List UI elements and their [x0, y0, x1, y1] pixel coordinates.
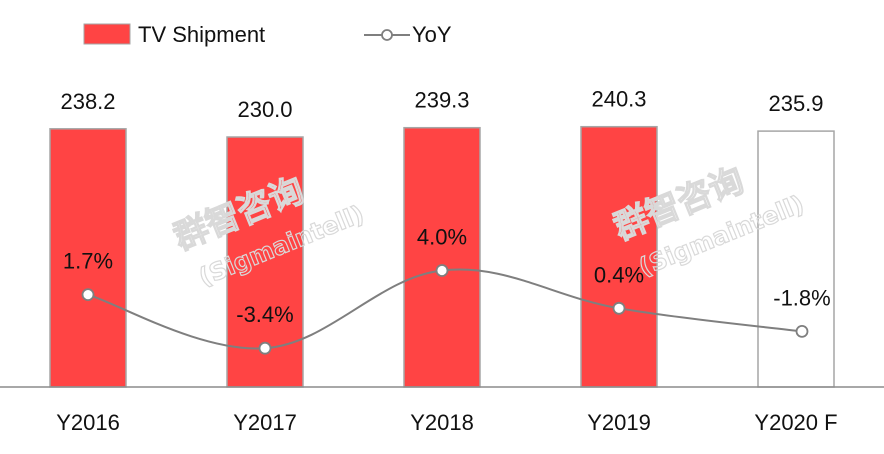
bar-y2019 — [580, 125, 658, 388]
x-tick-label: Y2018 — [410, 410, 474, 435]
bar-value-label: 238.2 — [60, 89, 115, 114]
yoy-value-label: -1.8% — [773, 285, 830, 310]
bar-value-label: 240.3 — [591, 87, 646, 112]
x-tick-label: Y2017 — [233, 410, 297, 435]
yoy-point — [435, 264, 449, 277]
x-axis: Y2016 Y2017 Y2018 Y2019 Y2020 F — [0, 386, 884, 435]
legend-swatch-tv-shipment — [83, 23, 131, 45]
bar-value-label: 239.3 — [414, 88, 469, 113]
x-tick-label: Y2016 — [56, 410, 120, 435]
bar-value-label: 235.9 — [768, 91, 823, 116]
yoy-series — [81, 264, 809, 355]
bar-value-label: 230.0 — [237, 97, 292, 122]
legend-label-tv-shipment: TV Shipment — [138, 22, 265, 47]
yoy-value-label: 4.0% — [417, 225, 467, 250]
yoy-point — [258, 341, 272, 355]
legend-label-yoy: YoY — [412, 22, 452, 47]
yoy-value-label: 0.4% — [594, 262, 644, 287]
bar-y2020-f — [757, 130, 835, 388]
bar-series — [49, 125, 835, 388]
data-labels: 238.2 230.0 239.3 240.3 235.9 1.7% -3.4% 4.0% 0.… — [60, 87, 830, 328]
yoy-point — [612, 301, 626, 315]
bar-y2018 — [403, 126, 481, 388]
x-tick-label: Y2019 — [587, 410, 651, 435]
bar-y2016 — [49, 128, 127, 388]
legend: TV Shipment YoY — [83, 22, 452, 47]
yoy-value-label: 1.7% — [63, 249, 113, 274]
legend-marker-yoy — [381, 29, 393, 41]
yoy-point — [795, 324, 809, 338]
yoy-value-label: -3.4% — [236, 302, 293, 327]
yoy-point — [81, 288, 95, 302]
x-tick-label: Y2020 F — [754, 410, 837, 435]
